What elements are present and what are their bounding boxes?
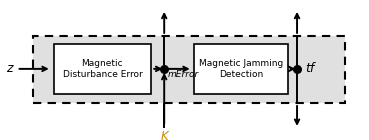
Text: mError: mError [168, 70, 199, 79]
Text: Magnetic
Disturbance Error: Magnetic Disturbance Error [62, 59, 142, 79]
Point [294, 68, 300, 70]
Bar [54, 44, 151, 94]
Bar [194, 44, 288, 94]
Text: tf: tf [305, 62, 314, 75]
Text: K: K [160, 130, 168, 140]
Text: Magnetic Jamming
Detection: Magnetic Jamming Detection [199, 59, 283, 79]
FancyBboxPatch shape [33, 36, 345, 103]
Point [161, 68, 167, 70]
Text: z: z [6, 62, 13, 75]
